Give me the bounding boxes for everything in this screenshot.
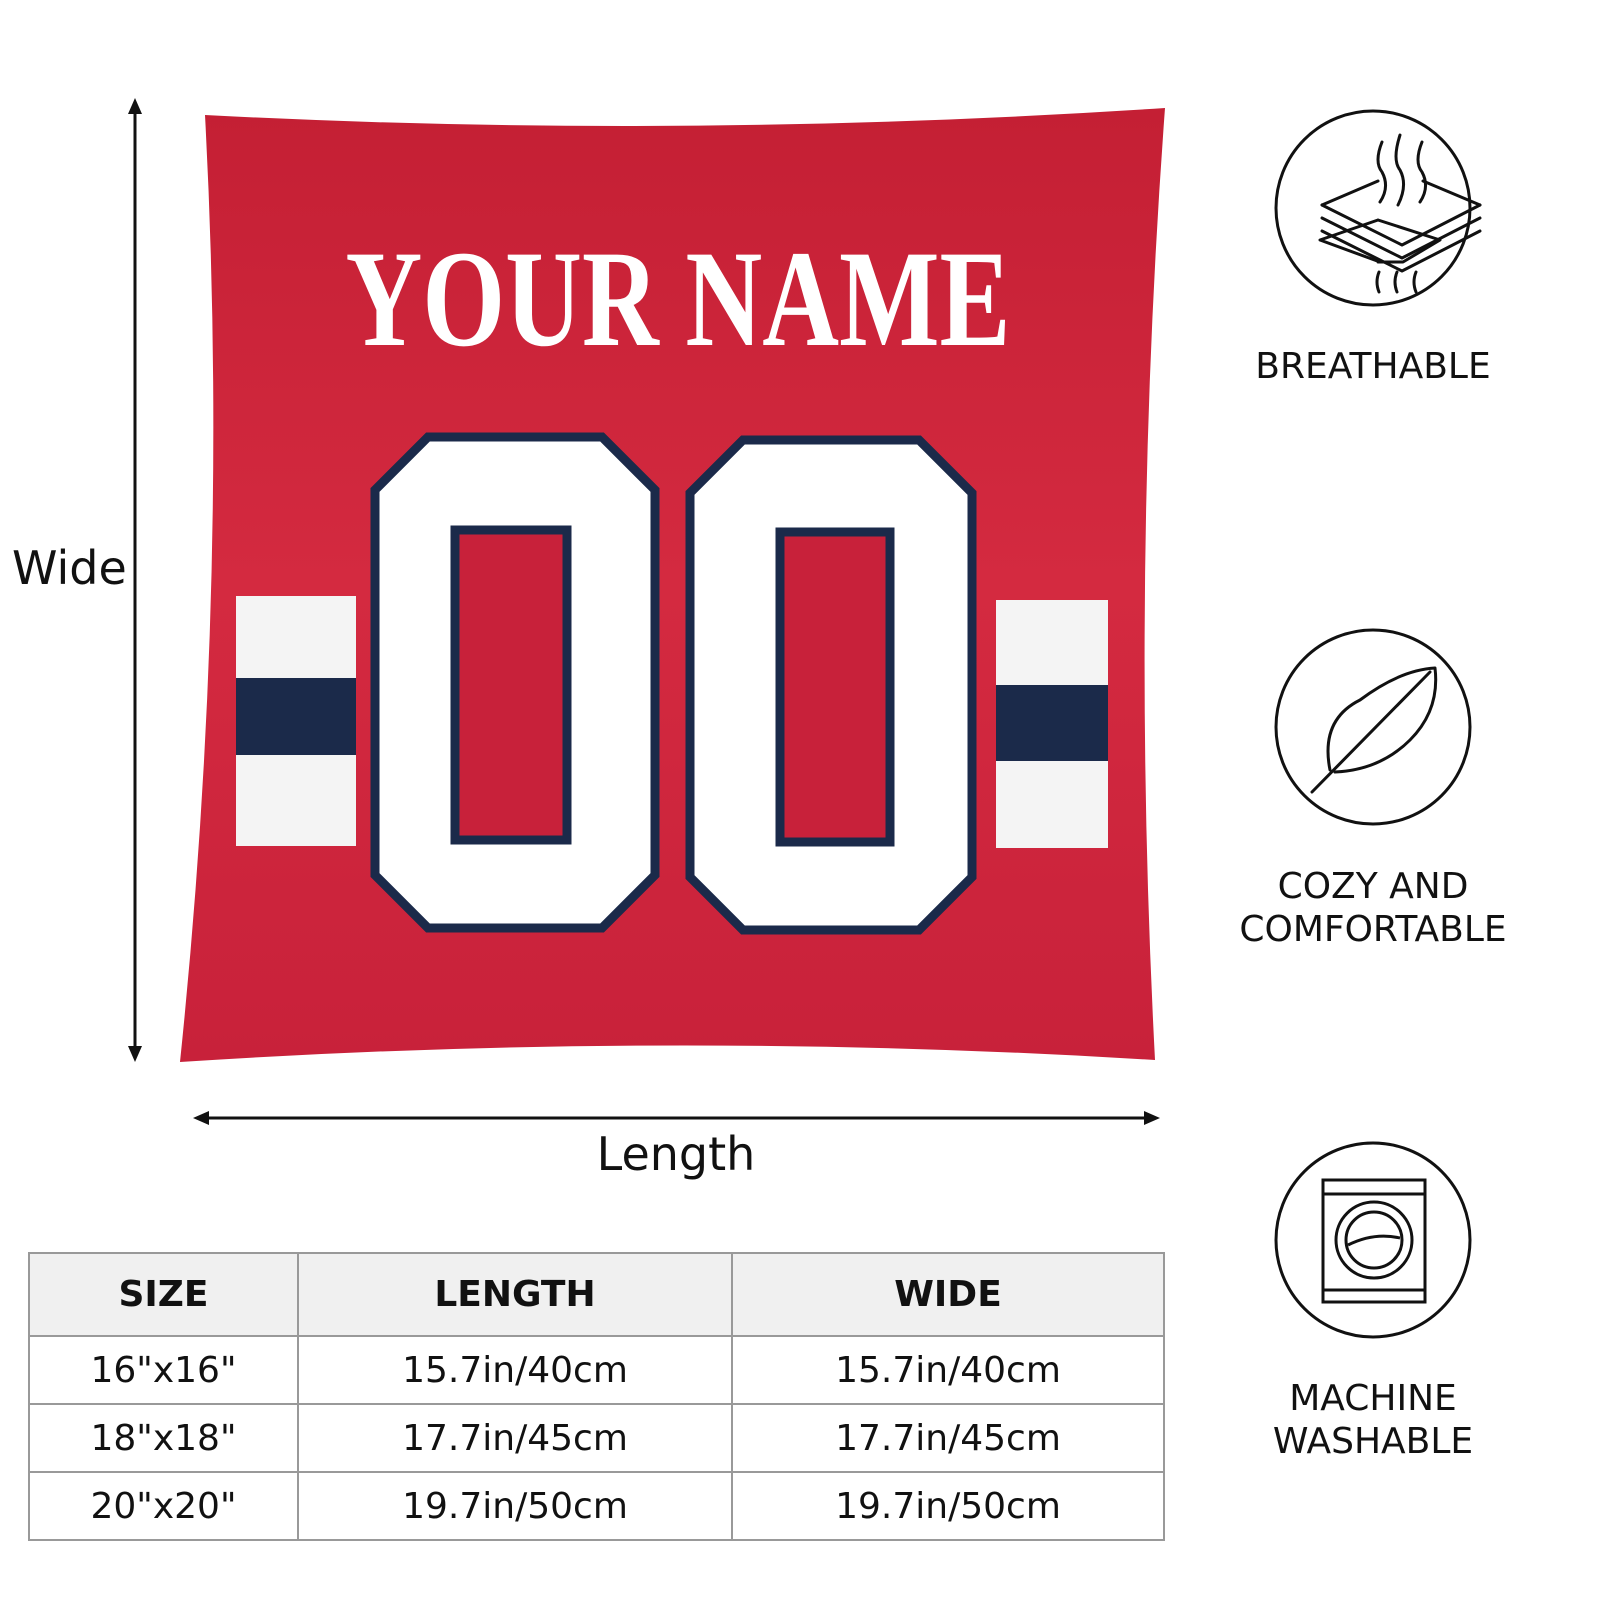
wide-dimension-arrow	[128, 98, 142, 1062]
cell-size: 16"x16"	[28, 1335, 299, 1405]
washing-machine-icon	[1274, 1141, 1472, 1339]
cell-wide: 17.7in/45cm	[731, 1403, 1165, 1473]
breathable-layers-icon	[1274, 109, 1482, 307]
feature-label-breathable: BREATHABLE	[1255, 346, 1490, 387]
cell-wide: 15.7in/40cm	[731, 1335, 1165, 1405]
feather-icon	[1274, 628, 1472, 826]
table-row: 18"x18" 17.7in/45cm 17.7in/45cm	[28, 1403, 1165, 1473]
pillow: YOUR NAME	[180, 108, 1165, 1062]
jersey-number	[370, 432, 977, 935]
cell-size: 20"x20"	[28, 1471, 299, 1541]
length-label: Length	[597, 1127, 756, 1181]
cell-size: 18"x18"	[28, 1403, 299, 1473]
table-header-row: SIZE LENGTH WIDE	[28, 1252, 1165, 1337]
length-dimension-arrow	[193, 1111, 1160, 1125]
jersey-name: YOUR NAME	[346, 222, 1011, 375]
cell-wide: 19.7in/50cm	[731, 1471, 1165, 1541]
table-row: 16"x16" 15.7in/40cm 15.7in/40cm	[28, 1335, 1165, 1405]
cell-length: 17.7in/45cm	[297, 1403, 733, 1473]
wide-label: Wide	[12, 541, 127, 595]
header-size: SIZE	[28, 1252, 299, 1337]
left-sleeve-stripe	[236, 596, 356, 846]
header-length: LENGTH	[297, 1252, 733, 1337]
feature-label-machine-line1: MACHINE	[1289, 1378, 1457, 1419]
cell-length: 15.7in/40cm	[297, 1335, 733, 1405]
right-sleeve-stripe	[996, 600, 1108, 848]
feature-label-machine-line2: WASHABLE	[1273, 1421, 1473, 1462]
table-row: 20"x20" 19.7in/50cm 19.7in/50cm	[28, 1471, 1165, 1541]
header-wide: WIDE	[731, 1252, 1165, 1337]
size-table: SIZE LENGTH WIDE 16"x16" 15.7in/40cm 15.…	[28, 1252, 1165, 1541]
cell-length: 19.7in/50cm	[297, 1471, 733, 1541]
feature-label-cozy-line1: COZY AND	[1278, 866, 1469, 907]
feature-label-cozy-line2: COMFORTABLE	[1239, 909, 1506, 950]
